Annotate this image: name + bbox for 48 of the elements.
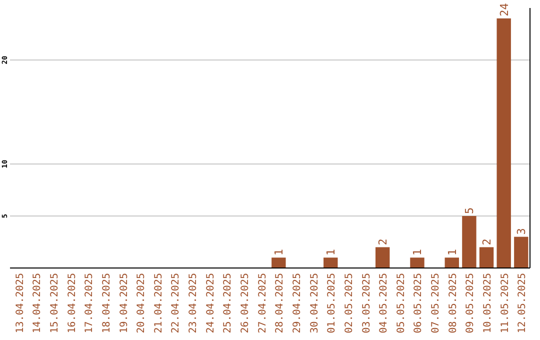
bar bbox=[479, 247, 494, 268]
x-tick-label: 27.04.2025 bbox=[257, 273, 268, 334]
bar bbox=[324, 258, 338, 268]
x-tick-label: 30.04.2025 bbox=[309, 273, 320, 334]
x-tick-label: 13.04.2025 bbox=[14, 273, 26, 334]
data-label: 1 bbox=[411, 248, 424, 256]
x-tick-label: 03.05.2025 bbox=[361, 273, 372, 334]
data-label: 3 bbox=[515, 228, 528, 235]
x-tick-label: 02.05.2025 bbox=[344, 273, 355, 334]
bar bbox=[496, 18, 511, 268]
data-label: 1 bbox=[324, 248, 338, 256]
x-tick-label: 04.05.2025 bbox=[378, 273, 390, 334]
x-tick-label: 20.04.2025 bbox=[136, 273, 148, 334]
x-tick-label: 07.05.2025 bbox=[430, 273, 442, 334]
data-label: 1 bbox=[446, 248, 459, 256]
data-label: 1 bbox=[272, 248, 286, 256]
data-label: 2 bbox=[376, 238, 390, 246]
bar bbox=[514, 236, 528, 268]
data-label: 2 bbox=[480, 238, 494, 246]
bar bbox=[444, 258, 459, 268]
x-tick-label: 08.05.2025 bbox=[448, 273, 459, 334]
x-tick-label: 14.04.2025 bbox=[32, 273, 44, 334]
x-tick-label: 18.04.2025 bbox=[101, 273, 112, 334]
x-tick-label: 05.05.2025 bbox=[396, 273, 407, 334]
x-tick-label: 10.05.2025 bbox=[482, 273, 494, 334]
x-tick-label: 25.04.2025 bbox=[222, 273, 234, 334]
x-tick-label: 26.04.2025 bbox=[240, 273, 252, 334]
x-tick-label: 16.04.2025 bbox=[66, 273, 78, 334]
x-tick-label: 22.04.2025 bbox=[170, 273, 182, 334]
x-tick-label: 21.04.2025 bbox=[153, 273, 164, 334]
x-tick-label: 28.04.2025 bbox=[274, 273, 286, 334]
bar bbox=[272, 258, 286, 268]
x-tick-label: 17.04.2025 bbox=[84, 273, 96, 334]
x-tick-label: 01.05.2025 bbox=[326, 273, 338, 334]
x-tick-label: 12.05.2025 bbox=[517, 273, 528, 334]
x-tick-label: 24.04.2025 bbox=[205, 273, 216, 334]
x-tick-label: 19.04.2025 bbox=[118, 273, 130, 334]
x-tick-label: 29.04.2025 bbox=[292, 273, 303, 334]
bar bbox=[410, 258, 424, 268]
data-label: 24 bbox=[498, 2, 511, 16]
x-tick-label: 06.05.2025 bbox=[413, 273, 424, 334]
bar bbox=[462, 216, 476, 268]
bar bbox=[375, 247, 390, 268]
data-label: 5 bbox=[463, 207, 476, 214]
x-tick-label: 09.05.2025 bbox=[465, 273, 476, 334]
x-tick-label: 23.04.2025 bbox=[188, 273, 200, 334]
x-tick-label: 11.05.2025 bbox=[500, 273, 511, 334]
x-tick-label: 15.04.2025 bbox=[49, 273, 60, 334]
